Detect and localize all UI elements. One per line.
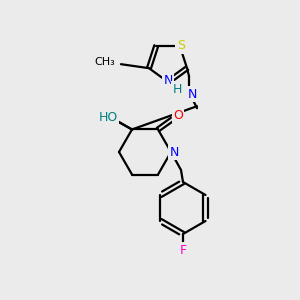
Text: N: N [187,88,197,101]
Text: H: H [99,112,109,125]
Text: O: O [107,112,117,125]
Text: H: H [172,83,182,96]
Text: F: F [179,244,187,256]
Text: N: N [163,74,173,88]
Text: CH₃: CH₃ [94,57,115,67]
Text: N: N [169,146,179,158]
Text: O: O [173,109,183,122]
Text: HO: HO [98,111,118,124]
Text: S: S [177,39,185,52]
